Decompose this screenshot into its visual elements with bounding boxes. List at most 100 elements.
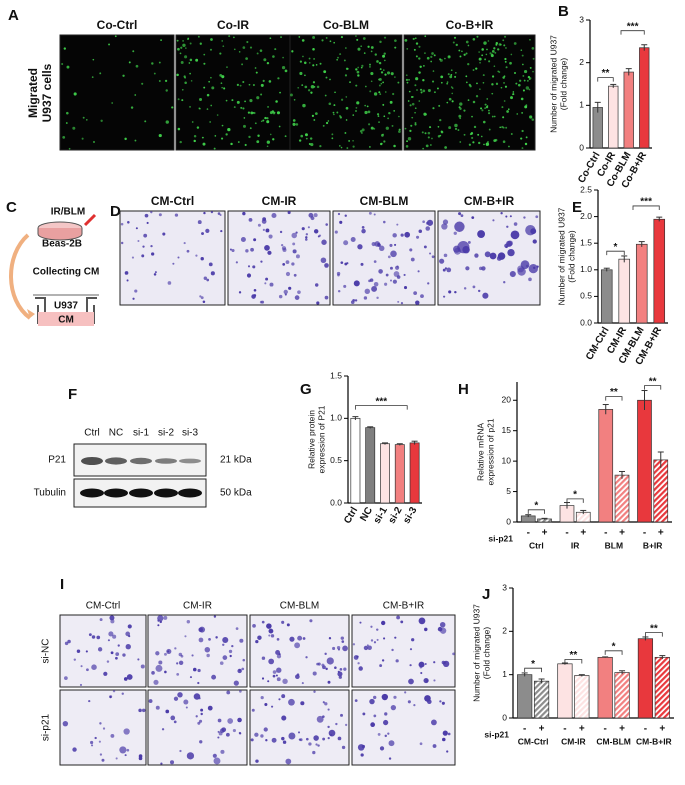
cell [235, 627, 239, 630]
cell [231, 644, 234, 648]
cell [110, 651, 114, 655]
cell [517, 265, 525, 273]
cell [181, 88, 184, 91]
sig-bracket [644, 385, 662, 390]
error-bar [619, 470, 626, 479]
cell [438, 104, 441, 107]
cell [318, 234, 322, 237]
cell [340, 146, 343, 149]
error-bar [602, 656, 609, 658]
cell [130, 106, 134, 109]
cell [304, 85, 308, 89]
cell [256, 140, 260, 144]
cell [315, 743, 318, 746]
cell [265, 228, 270, 233]
cell [524, 105, 528, 109]
cell [189, 42, 192, 45]
cell [333, 41, 335, 44]
cell [459, 55, 462, 58]
cell [468, 143, 471, 146]
cell [217, 212, 221, 215]
column-header: Co-BLM [323, 18, 369, 32]
cell [177, 47, 180, 51]
cell [335, 722, 338, 726]
cell [225, 732, 230, 737]
cell [392, 279, 397, 284]
cell [485, 142, 490, 146]
cell [502, 116, 505, 119]
cell [432, 744, 437, 748]
cell [265, 277, 269, 281]
cell [496, 256, 502, 261]
cell [380, 142, 383, 145]
cell [100, 119, 103, 122]
cell [302, 55, 304, 58]
cell [337, 212, 341, 216]
cell [310, 216, 315, 221]
cell [392, 92, 395, 96]
cell [424, 628, 427, 632]
error-bar [642, 636, 649, 641]
cell [183, 242, 186, 245]
cell [480, 107, 483, 110]
cell [220, 229, 223, 233]
cell [484, 107, 486, 110]
cell [407, 700, 411, 704]
bar [517, 674, 533, 719]
cell [409, 129, 412, 132]
cell [529, 77, 532, 80]
cell [410, 124, 413, 127]
cell [499, 126, 501, 129]
cell [523, 216, 526, 219]
cell [203, 53, 206, 56]
cell [439, 700, 442, 703]
cell [167, 281, 172, 285]
cell [352, 643, 356, 646]
cell [383, 36, 387, 39]
cell [432, 70, 435, 72]
cell [328, 637, 332, 640]
cell [447, 55, 451, 59]
cell [436, 87, 439, 90]
cell [531, 118, 535, 121]
cell [115, 656, 118, 660]
cell [316, 662, 319, 666]
cell [504, 85, 508, 88]
error-bar [602, 404, 609, 415]
cell [357, 244, 363, 250]
cell [446, 101, 449, 104]
diagram-text: Beas-2B [42, 239, 82, 250]
cell [384, 712, 388, 716]
cell [505, 47, 507, 49]
column-header: CM-B+IR [383, 601, 424, 612]
cell [316, 301, 320, 305]
cell [345, 106, 349, 110]
cell [346, 147, 349, 149]
cell [460, 214, 464, 218]
cell [524, 142, 528, 146]
cell [455, 71, 457, 74]
cell [429, 144, 432, 146]
cell [242, 658, 246, 662]
cell [162, 232, 166, 236]
cell [222, 655, 228, 660]
cell [298, 36, 301, 38]
cell [120, 222, 124, 226]
cell [379, 40, 382, 44]
cell [439, 118, 442, 122]
cell [415, 55, 418, 58]
cell [373, 260, 377, 263]
cell [223, 87, 226, 90]
cell [444, 146, 448, 149]
cell [308, 57, 311, 60]
cell [236, 100, 240, 104]
cell [66, 111, 69, 115]
cell [185, 47, 187, 49]
cell [245, 57, 248, 60]
cell [404, 38, 408, 42]
cell [281, 736, 285, 741]
cell [321, 39, 324, 42]
panel-label: I [60, 576, 64, 593]
cell [94, 736, 97, 740]
cell [465, 75, 468, 78]
